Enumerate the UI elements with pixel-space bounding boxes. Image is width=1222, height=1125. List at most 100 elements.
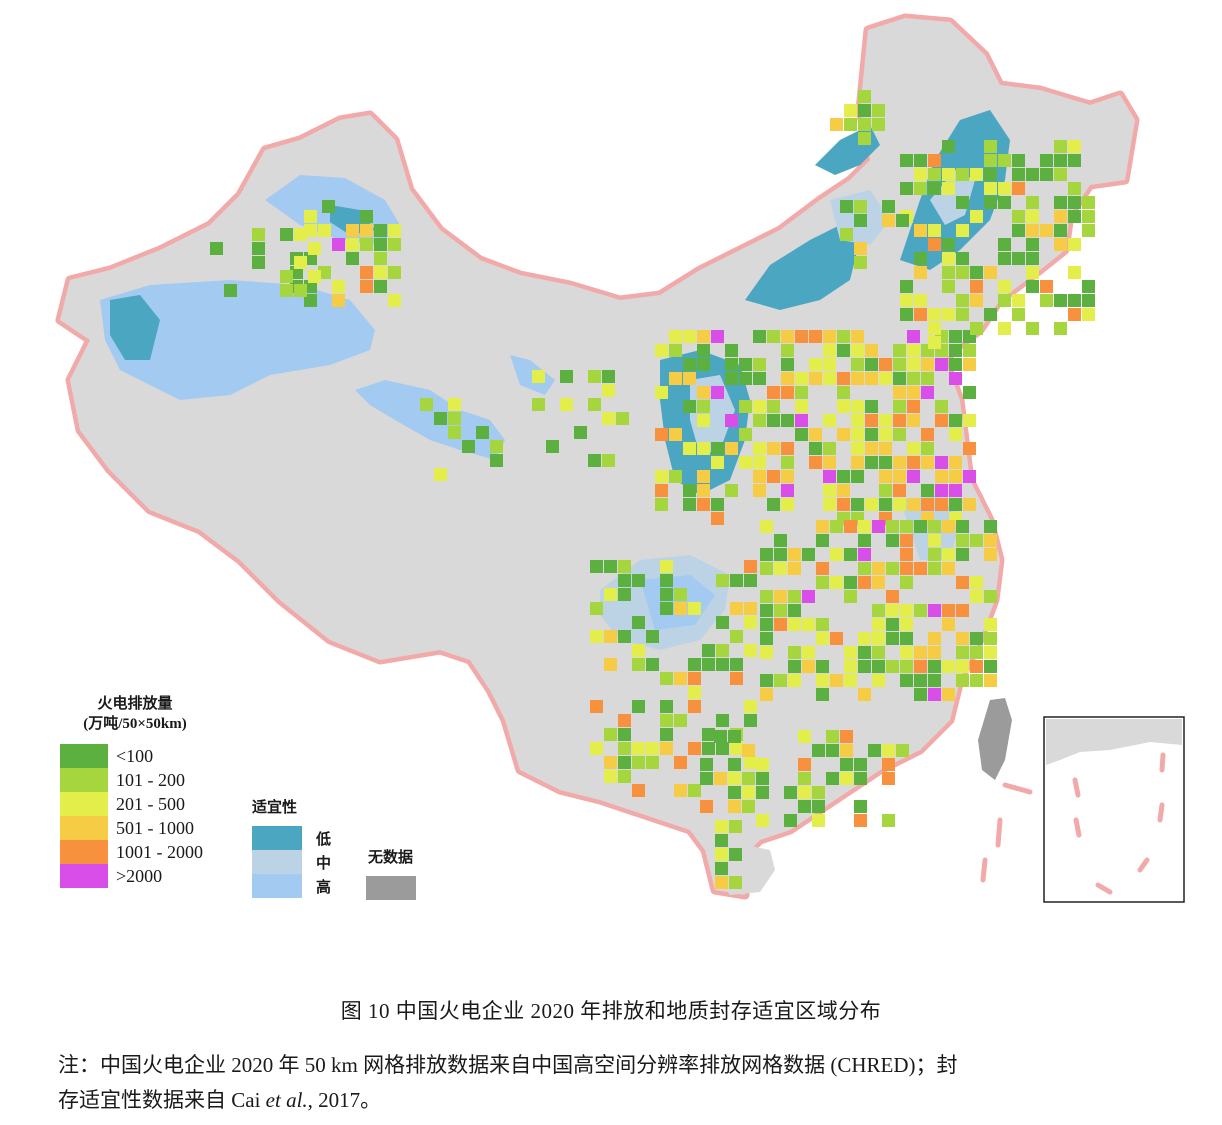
emission-cell [1054, 196, 1067, 209]
emission-cell [900, 154, 913, 167]
emission-cell [1026, 266, 1039, 279]
emission-cell [984, 168, 997, 181]
emission-cell [697, 498, 710, 511]
emission-cell [767, 470, 780, 483]
emission-cell [646, 756, 659, 769]
emission-cell [840, 744, 853, 757]
emission-cell [907, 442, 920, 455]
emission-cell [928, 224, 941, 237]
emission-cell [1068, 140, 1081, 153]
emission-cell [767, 414, 780, 427]
note-line-2-italic: et al. [265, 1088, 308, 1112]
emission-cell [956, 224, 969, 237]
emission-cell [588, 454, 601, 467]
emission-cell [921, 498, 934, 511]
emission-cell [1082, 210, 1095, 223]
emission-cell [798, 730, 811, 743]
emission-cell [949, 484, 962, 497]
emission-cell [332, 238, 345, 251]
emission-cell [1012, 168, 1025, 181]
emission-cell [290, 266, 303, 279]
emission-cell [928, 336, 941, 349]
emission-cell [893, 470, 906, 483]
emission-cell [956, 168, 969, 181]
emission-cell [767, 386, 780, 399]
emission-cell [434, 412, 447, 425]
emission-cell [739, 400, 752, 413]
emission-cell [928, 182, 941, 195]
emission-cell [914, 520, 927, 533]
emission-cell [823, 344, 836, 357]
emission-cell [646, 658, 659, 671]
emission-cell [837, 428, 850, 441]
emission-cell [872, 562, 885, 575]
emission-cell [928, 688, 941, 701]
emission-cell [914, 224, 927, 237]
emission-cell [809, 456, 822, 469]
emission-cell [970, 646, 983, 659]
emission-cell [730, 742, 743, 755]
emission-cell [744, 602, 757, 615]
emission-cell [1068, 266, 1081, 279]
emission-cell [970, 266, 983, 279]
emission-cell [900, 308, 913, 321]
emission-cell [921, 484, 934, 497]
emission-cell [224, 284, 237, 297]
emission-cell [360, 224, 373, 237]
emission-cell [1068, 196, 1081, 209]
emission-legend-title-line1: 火电排放量 [97, 696, 173, 712]
emission-cell [774, 534, 787, 547]
emission-cell [840, 758, 853, 771]
emission-cell [602, 454, 615, 467]
emission-cell [1068, 238, 1081, 251]
emission-cell [781, 484, 794, 497]
emission-cell [715, 848, 728, 861]
emission-cell [865, 498, 878, 511]
emission-cell [632, 742, 645, 755]
emission-cell [753, 372, 766, 385]
emission-cell [893, 344, 906, 357]
emission-cell [956, 196, 969, 209]
emission-cell [1040, 168, 1053, 181]
emission-cell [742, 800, 755, 813]
emission-cell [674, 714, 687, 727]
emission-cell [900, 534, 913, 547]
emission-cell [882, 200, 895, 213]
emission-cell [774, 604, 787, 617]
emission-cell [879, 414, 892, 427]
emission-cell [774, 548, 787, 561]
emission-cell [760, 520, 773, 533]
emission-cell [346, 238, 359, 251]
china-map [55, 13, 1185, 903]
emission-cell [826, 730, 839, 743]
emission-cell [725, 372, 738, 385]
emission-cell [725, 344, 738, 357]
emission-cell [697, 386, 710, 399]
emission-cell [788, 674, 801, 687]
emission-cell [956, 534, 969, 547]
emission-cell [942, 618, 955, 631]
emission-cell [660, 588, 673, 601]
emission-cell [742, 786, 755, 799]
emission-cell [809, 330, 822, 343]
emission-cell [795, 330, 808, 343]
emission-cell [907, 414, 920, 427]
emission-cell [914, 294, 927, 307]
emission-cell [798, 772, 811, 785]
emission-cell [851, 344, 864, 357]
emission-cell [1040, 154, 1053, 167]
emission-cell [760, 548, 773, 561]
emission-cell [697, 484, 710, 497]
emission-cell [728, 800, 741, 813]
emission-cell [900, 576, 913, 589]
nine-dash-line [1072, 752, 1166, 895]
emission-cell [844, 674, 857, 687]
emission-cell [1040, 224, 1053, 237]
emission-cell [865, 400, 878, 413]
emission-legend-swatch [60, 744, 108, 768]
emission-cell [914, 154, 927, 167]
emission-cell [716, 616, 729, 629]
emission-cell [304, 224, 317, 237]
emission-cell [886, 520, 899, 533]
emission-cell [935, 400, 948, 413]
